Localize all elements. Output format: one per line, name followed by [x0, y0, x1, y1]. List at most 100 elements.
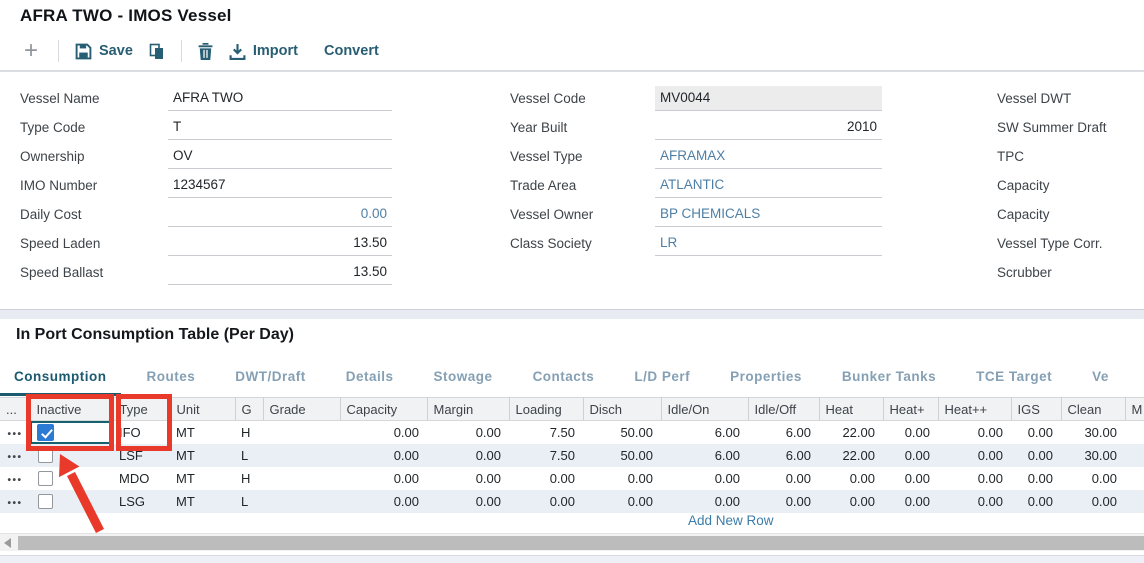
- column-header-clean[interactable]: Clean: [1061, 397, 1126, 421]
- column-header-disch[interactable]: Disch: [583, 397, 662, 421]
- cell-igs[interactable]: 0.00: [1027, 424, 1053, 440]
- column-header-unit[interactable]: Unit: [170, 397, 236, 421]
- cell-heat[interactable]: 0.00: [849, 470, 875, 486]
- tab-dwt-draft[interactable]: DWT/Draft: [235, 369, 306, 384]
- cell-margin[interactable]: 0.00: [475, 424, 501, 440]
- column-header-heat+[interactable]: Heat+: [883, 397, 939, 421]
- cell-heat+[interactable]: 0.00: [904, 424, 930, 440]
- cell-unit[interactable]: MT: [170, 443, 235, 467]
- vessel-owner-field[interactable]: BP CHEMICALS: [655, 202, 882, 227]
- new-button[interactable]: +: [24, 37, 39, 64]
- ownership-field[interactable]: OV: [168, 144, 392, 169]
- cell-idle-on[interactable]: 0.00: [714, 470, 740, 486]
- cell-igs[interactable]: 0.00: [1011, 443, 1061, 467]
- column-header-margin[interactable]: Margin: [427, 397, 510, 421]
- column-header-inactive[interactable]: Inactive: [30, 397, 114, 421]
- vessel-name-field[interactable]: AFRA TWO: [168, 86, 392, 111]
- row-menu-icon[interactable]: •••: [7, 474, 23, 486]
- cell-type[interactable]: IFO: [119, 424, 141, 440]
- save-button[interactable]: Save: [75, 43, 133, 60]
- tab-stowage[interactable]: Stowage: [433, 369, 493, 384]
- cell-g[interactable]: H: [241, 424, 251, 440]
- cell-loading[interactable]: 7.50: [549, 424, 575, 440]
- cell-clean[interactable]: 0.00: [1091, 470, 1117, 486]
- inactive-checkbox[interactable]: [38, 470, 53, 486]
- cell-m[interactable]: [1125, 443, 1144, 467]
- tab-ve[interactable]: Ve: [1092, 369, 1109, 384]
- cell-loading[interactable]: 7.50: [509, 443, 583, 467]
- column-header-g[interactable]: G: [235, 397, 264, 421]
- cell-clean[interactable]: 30.00: [1061, 443, 1125, 467]
- cell-clean[interactable]: 30.00: [1084, 424, 1117, 440]
- column-header-grade[interactable]: Grade: [263, 397, 341, 421]
- import-button[interactable]: Import: [229, 43, 298, 60]
- cell-grade[interactable]: [263, 467, 340, 490]
- inactive-checkbox[interactable]: [38, 447, 53, 463]
- cell-heat[interactable]: 0.00: [819, 489, 883, 513]
- cell-unit[interactable]: MT: [176, 424, 195, 440]
- year-built-field[interactable]: 2010: [655, 115, 882, 140]
- cell-disch[interactable]: 0.00: [627, 470, 653, 486]
- row-menu-icon[interactable]: •••: [7, 497, 23, 509]
- tab-tce-target[interactable]: TCE Target: [976, 369, 1053, 384]
- cell-loading[interactable]: 0.00: [509, 489, 583, 513]
- daily-cost-field[interactable]: 0.00: [168, 202, 392, 227]
- cell-disch[interactable]: 50.00: [583, 443, 661, 467]
- class-society-field[interactable]: LR: [655, 231, 882, 256]
- cell-heat+[interactable]: 0.00: [883, 443, 938, 467]
- cell-type[interactable]: LSG: [113, 489, 170, 513]
- cell-idle-off[interactable]: 0.00: [785, 470, 811, 486]
- cell-margin[interactable]: 0.00: [475, 470, 501, 486]
- cell-grade[interactable]: [263, 489, 340, 513]
- cell-unit[interactable]: MT: [170, 489, 235, 513]
- column-header-heat++[interactable]: Heat++: [938, 397, 1012, 421]
- tab-properties[interactable]: Properties: [730, 369, 802, 384]
- convert-button[interactable]: Convert: [324, 43, 379, 59]
- cell-capacity[interactable]: 0.00: [393, 424, 419, 440]
- vessel-type-field[interactable]: AFRAMAX: [655, 144, 882, 169]
- tab-l-d-perf[interactable]: L/D Perf: [634, 369, 691, 384]
- column-header-igs[interactable]: IGS: [1011, 397, 1062, 421]
- cell-m[interactable]: [1125, 467, 1144, 490]
- cell-idle-on[interactable]: 6.00: [661, 443, 748, 467]
- cell-m[interactable]: [1125, 421, 1144, 444]
- inactive-checkbox[interactable]: [38, 493, 53, 509]
- cell-heat++[interactable]: 0.00: [938, 443, 1011, 467]
- trade-area-field[interactable]: ATLANTIC: [655, 173, 882, 198]
- cell-grade[interactable]: [263, 421, 340, 444]
- cell-g[interactable]: L: [235, 443, 263, 467]
- column-header-idle-on[interactable]: Idle/On: [661, 397, 749, 421]
- cell-unit[interactable]: MT: [176, 470, 195, 486]
- cell-idle-off[interactable]: 6.00: [748, 443, 819, 467]
- cell-igs[interactable]: 0.00: [1011, 489, 1061, 513]
- type-code-field[interactable]: T: [168, 115, 392, 140]
- speed-laden-field[interactable]: 13.50: [168, 231, 392, 256]
- cell-heat[interactable]: 22.00: [819, 443, 883, 467]
- cell-disch[interactable]: 50.00: [620, 424, 653, 440]
- cell-heat+[interactable]: 0.00: [883, 489, 938, 513]
- scrollbar-thumb[interactable]: [18, 536, 1144, 550]
- cell-type[interactable]: MDO: [119, 470, 150, 486]
- cell-heat++[interactable]: 0.00: [977, 470, 1003, 486]
- column-header-type[interactable]: Type: [113, 397, 171, 421]
- tab-bunker-tanks[interactable]: Bunker Tanks: [841, 369, 937, 384]
- cell-capacity[interactable]: 0.00: [340, 489, 427, 513]
- column-header-m[interactable]: M: [1125, 397, 1144, 421]
- column-header-loading[interactable]: Loading: [509, 397, 584, 421]
- cell-g[interactable]: L: [235, 489, 263, 513]
- cell-heat+[interactable]: 0.00: [904, 470, 930, 486]
- cell-margin[interactable]: 0.00: [427, 489, 509, 513]
- cell-heat++[interactable]: 0.00: [977, 424, 1003, 440]
- row-menu-icon[interactable]: •••: [7, 451, 23, 463]
- cell-g[interactable]: H: [241, 470, 251, 486]
- tab-contacts[interactable]: Contacts: [532, 369, 595, 384]
- cell-idle-off[interactable]: 6.00: [785, 424, 811, 440]
- cell-heat[interactable]: 22.00: [842, 424, 875, 440]
- cell-m[interactable]: [1125, 489, 1144, 513]
- cell-capacity[interactable]: 0.00: [393, 470, 419, 486]
- column-header-capacity[interactable]: Capacity: [340, 397, 428, 421]
- cell-margin[interactable]: 0.00: [427, 443, 509, 467]
- add-new-row-link[interactable]: Add New Row: [688, 513, 774, 528]
- cell-grade[interactable]: [263, 443, 340, 467]
- tab-consumption[interactable]: Consumption: [0, 360, 121, 396]
